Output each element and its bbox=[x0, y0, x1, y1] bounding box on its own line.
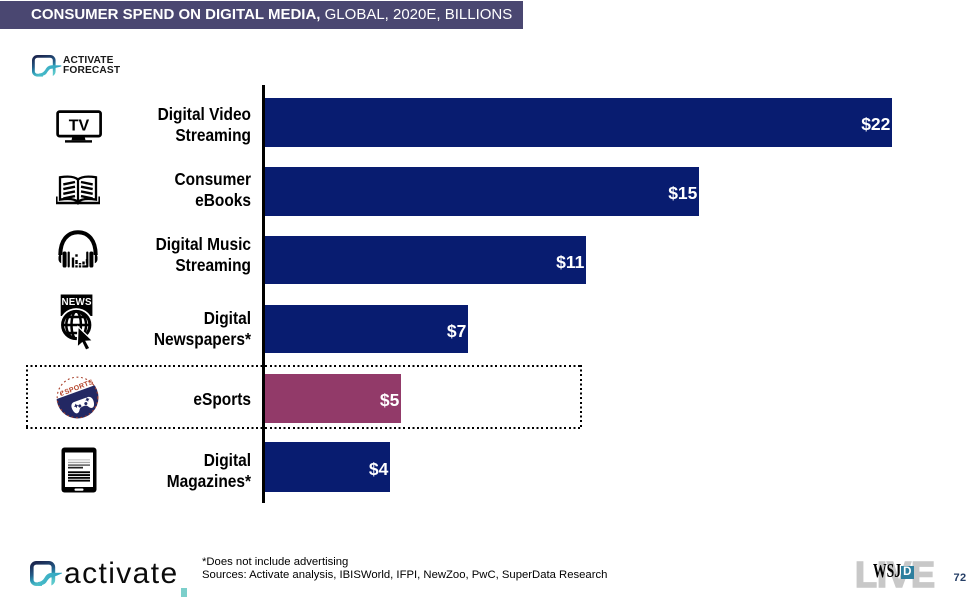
svg-text:NEWS: NEWS bbox=[61, 296, 91, 307]
svg-text:TV: TV bbox=[69, 117, 90, 134]
svg-text:e: e bbox=[58, 387, 67, 399]
